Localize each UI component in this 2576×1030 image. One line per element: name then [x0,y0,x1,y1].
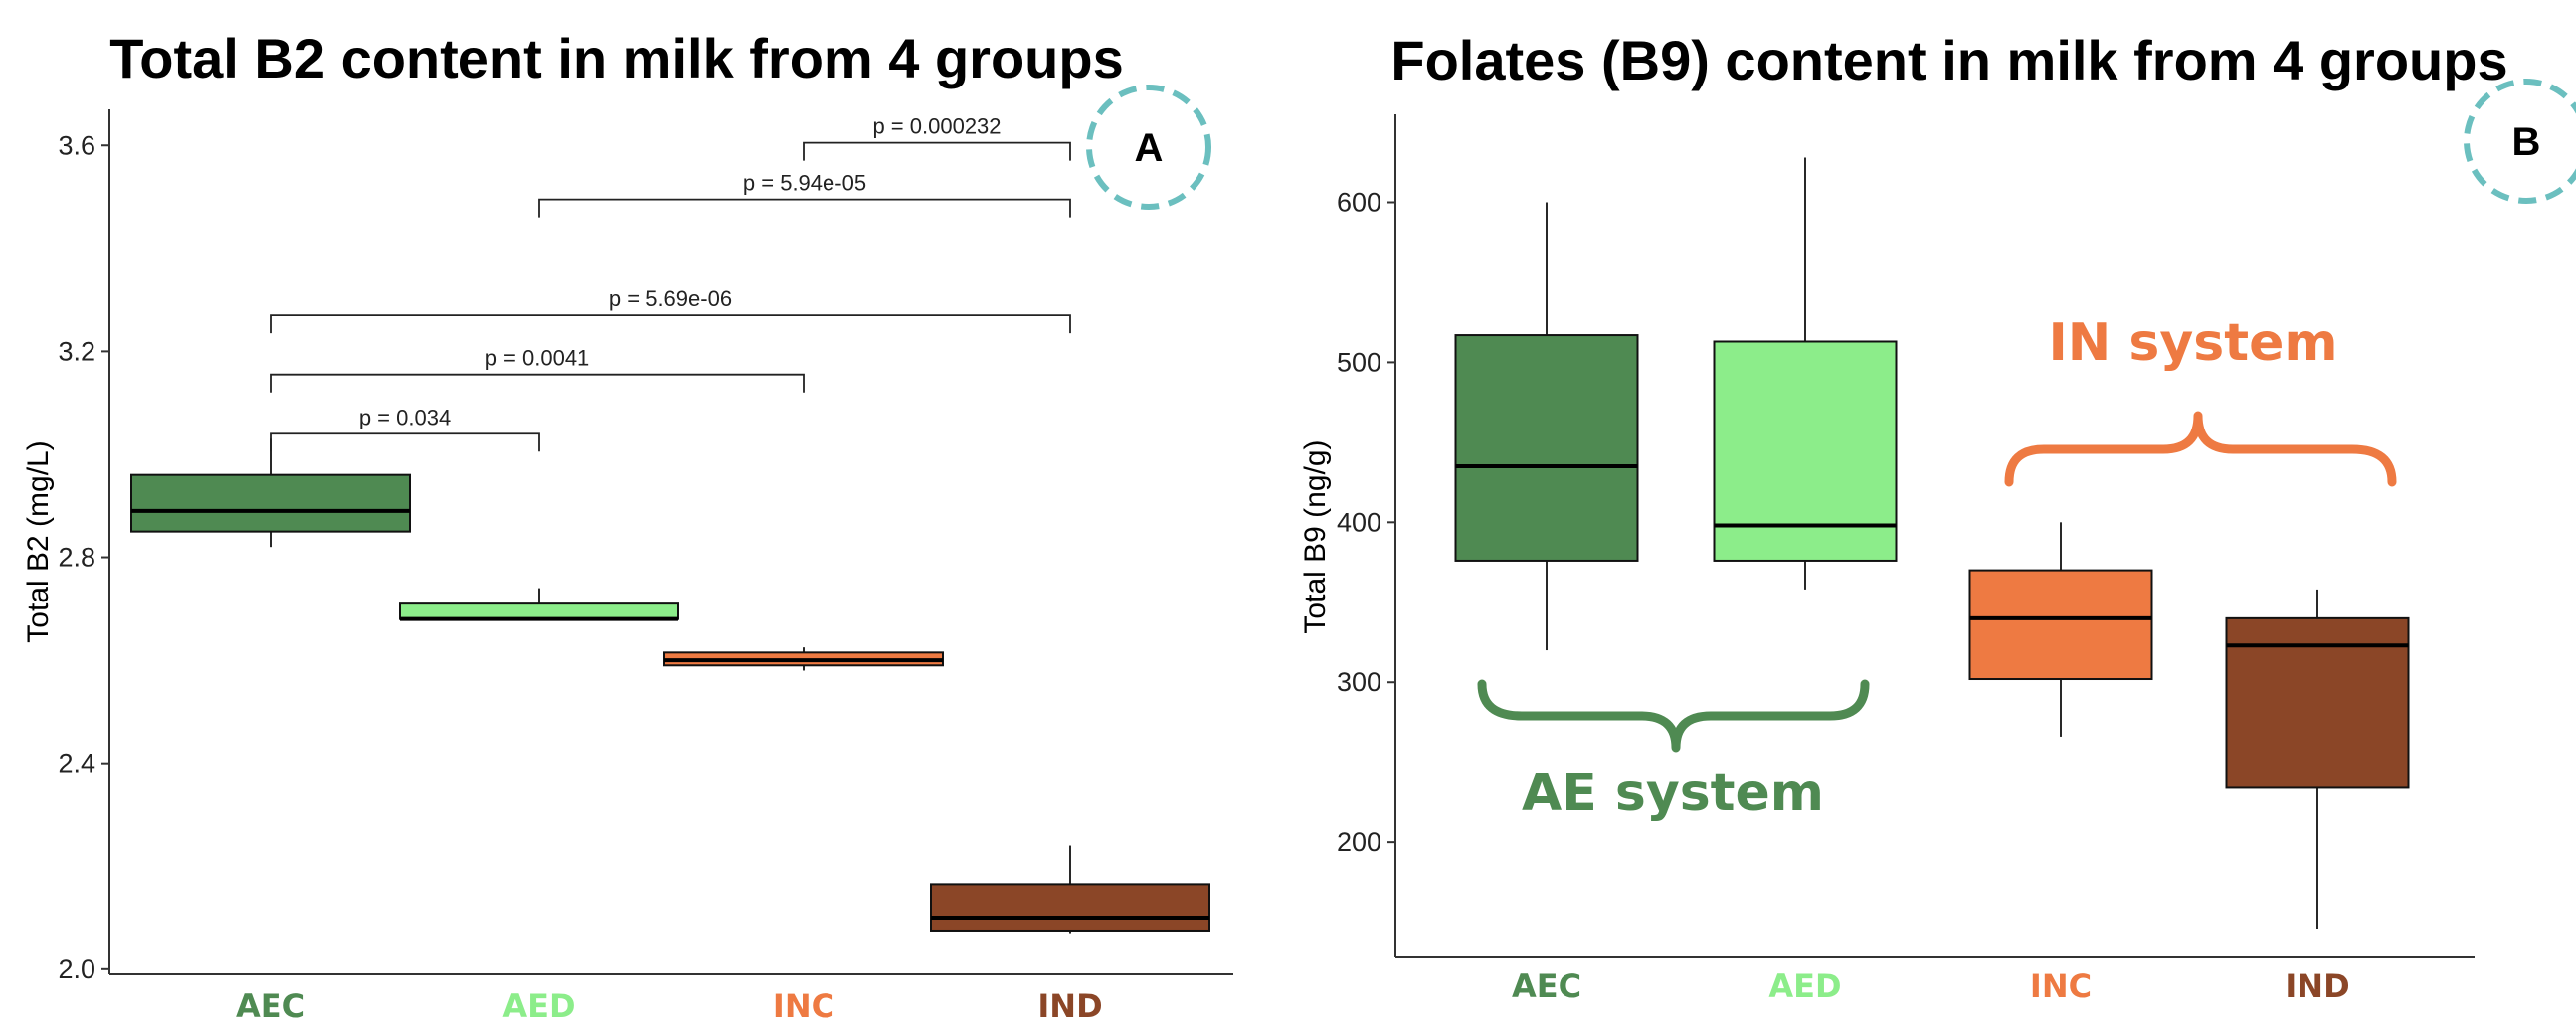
x-tick-label-aed: AED [502,987,575,1025]
y-tick-label: 2.4 [58,749,95,778]
panel-badge-label: A [1135,126,1164,170]
x-tick-label-inc: INC [773,987,834,1025]
significance-bracket [538,198,1071,218]
panel-badge-ring [2464,79,2576,204]
box-ind [930,883,1210,932]
significance-bracket [270,373,805,393]
panel-badge-ring [1086,85,1211,210]
y-tick-label: 400 [1337,507,1381,537]
x-tick-label-aec: AEC [1512,967,1581,1005]
y-tick-label: 600 [1337,188,1381,218]
chart-title: Folates (B9) content in milk from 4 grou… [1390,29,2507,91]
significance-bracket [270,314,1071,334]
panel-a-b2-chart: Total B2 content in milk from 4 groups 2.… [22,27,1233,1025]
p-value-label: p = 0.034 [359,405,451,429]
y-tick-label: 500 [1337,347,1381,377]
y-axis-label: Total B9 (ng/g) [1299,439,1332,633]
p-value-label: p = 5.69e-06 [609,286,732,311]
significance-bracket [270,432,540,452]
x-tick-label-aed: AED [1768,967,1841,1005]
box-inc [1968,569,2153,681]
y-tick-label: 3.2 [58,336,95,366]
panel-b-b9-chart: Folates (B9) content in milk from 4 grou… [1299,29,2576,1005]
y-tick-label: 2.8 [58,543,95,573]
y-tick-label: 200 [1337,827,1381,857]
ae-system-brace [1477,679,1870,753]
x-tick-label-ind: IND [1037,987,1102,1025]
y-axis-label: Total B2 (mg/L) [22,440,55,642]
x-tick-label-aec: AEC [236,987,305,1025]
box-aec [1454,334,1639,562]
ae-system-label: AE system [1522,764,1824,823]
p-value-label: p = 0.000232 [872,114,1001,139]
y-tick-label: 2.0 [58,954,95,984]
box-aec [130,473,411,533]
box-aed [399,602,679,620]
p-value-label: p = 5.94e-05 [743,171,866,196]
in-system-label: IN system [2048,313,2337,373]
y-tick-label: 3.6 [58,130,95,160]
x-tick-label-ind: IND [2285,967,2349,1005]
box-aed [1713,340,1898,562]
p-value-label: p = 0.0041 [485,346,590,371]
chart-title: Total B2 content in milk from 4 groups [109,27,1123,89]
panel-badge-label: B [2512,120,2541,164]
x-tick-label-inc: INC [2030,967,2092,1005]
significance-bracket [803,141,1071,161]
in-system-brace [2004,411,2397,487]
y-tick-label: 300 [1337,667,1381,697]
